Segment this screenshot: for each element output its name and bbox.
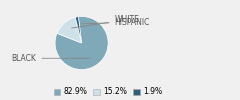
Legend: 82.9%, 15.2%, 1.9%: 82.9%, 15.2%, 1.9% (50, 84, 166, 100)
Text: WHITE: WHITE (72, 15, 139, 28)
Wedge shape (75, 17, 82, 43)
Wedge shape (57, 17, 82, 43)
Text: BLACK: BLACK (12, 54, 91, 63)
Wedge shape (55, 16, 108, 70)
Text: HISPANIC: HISPANIC (81, 18, 150, 27)
